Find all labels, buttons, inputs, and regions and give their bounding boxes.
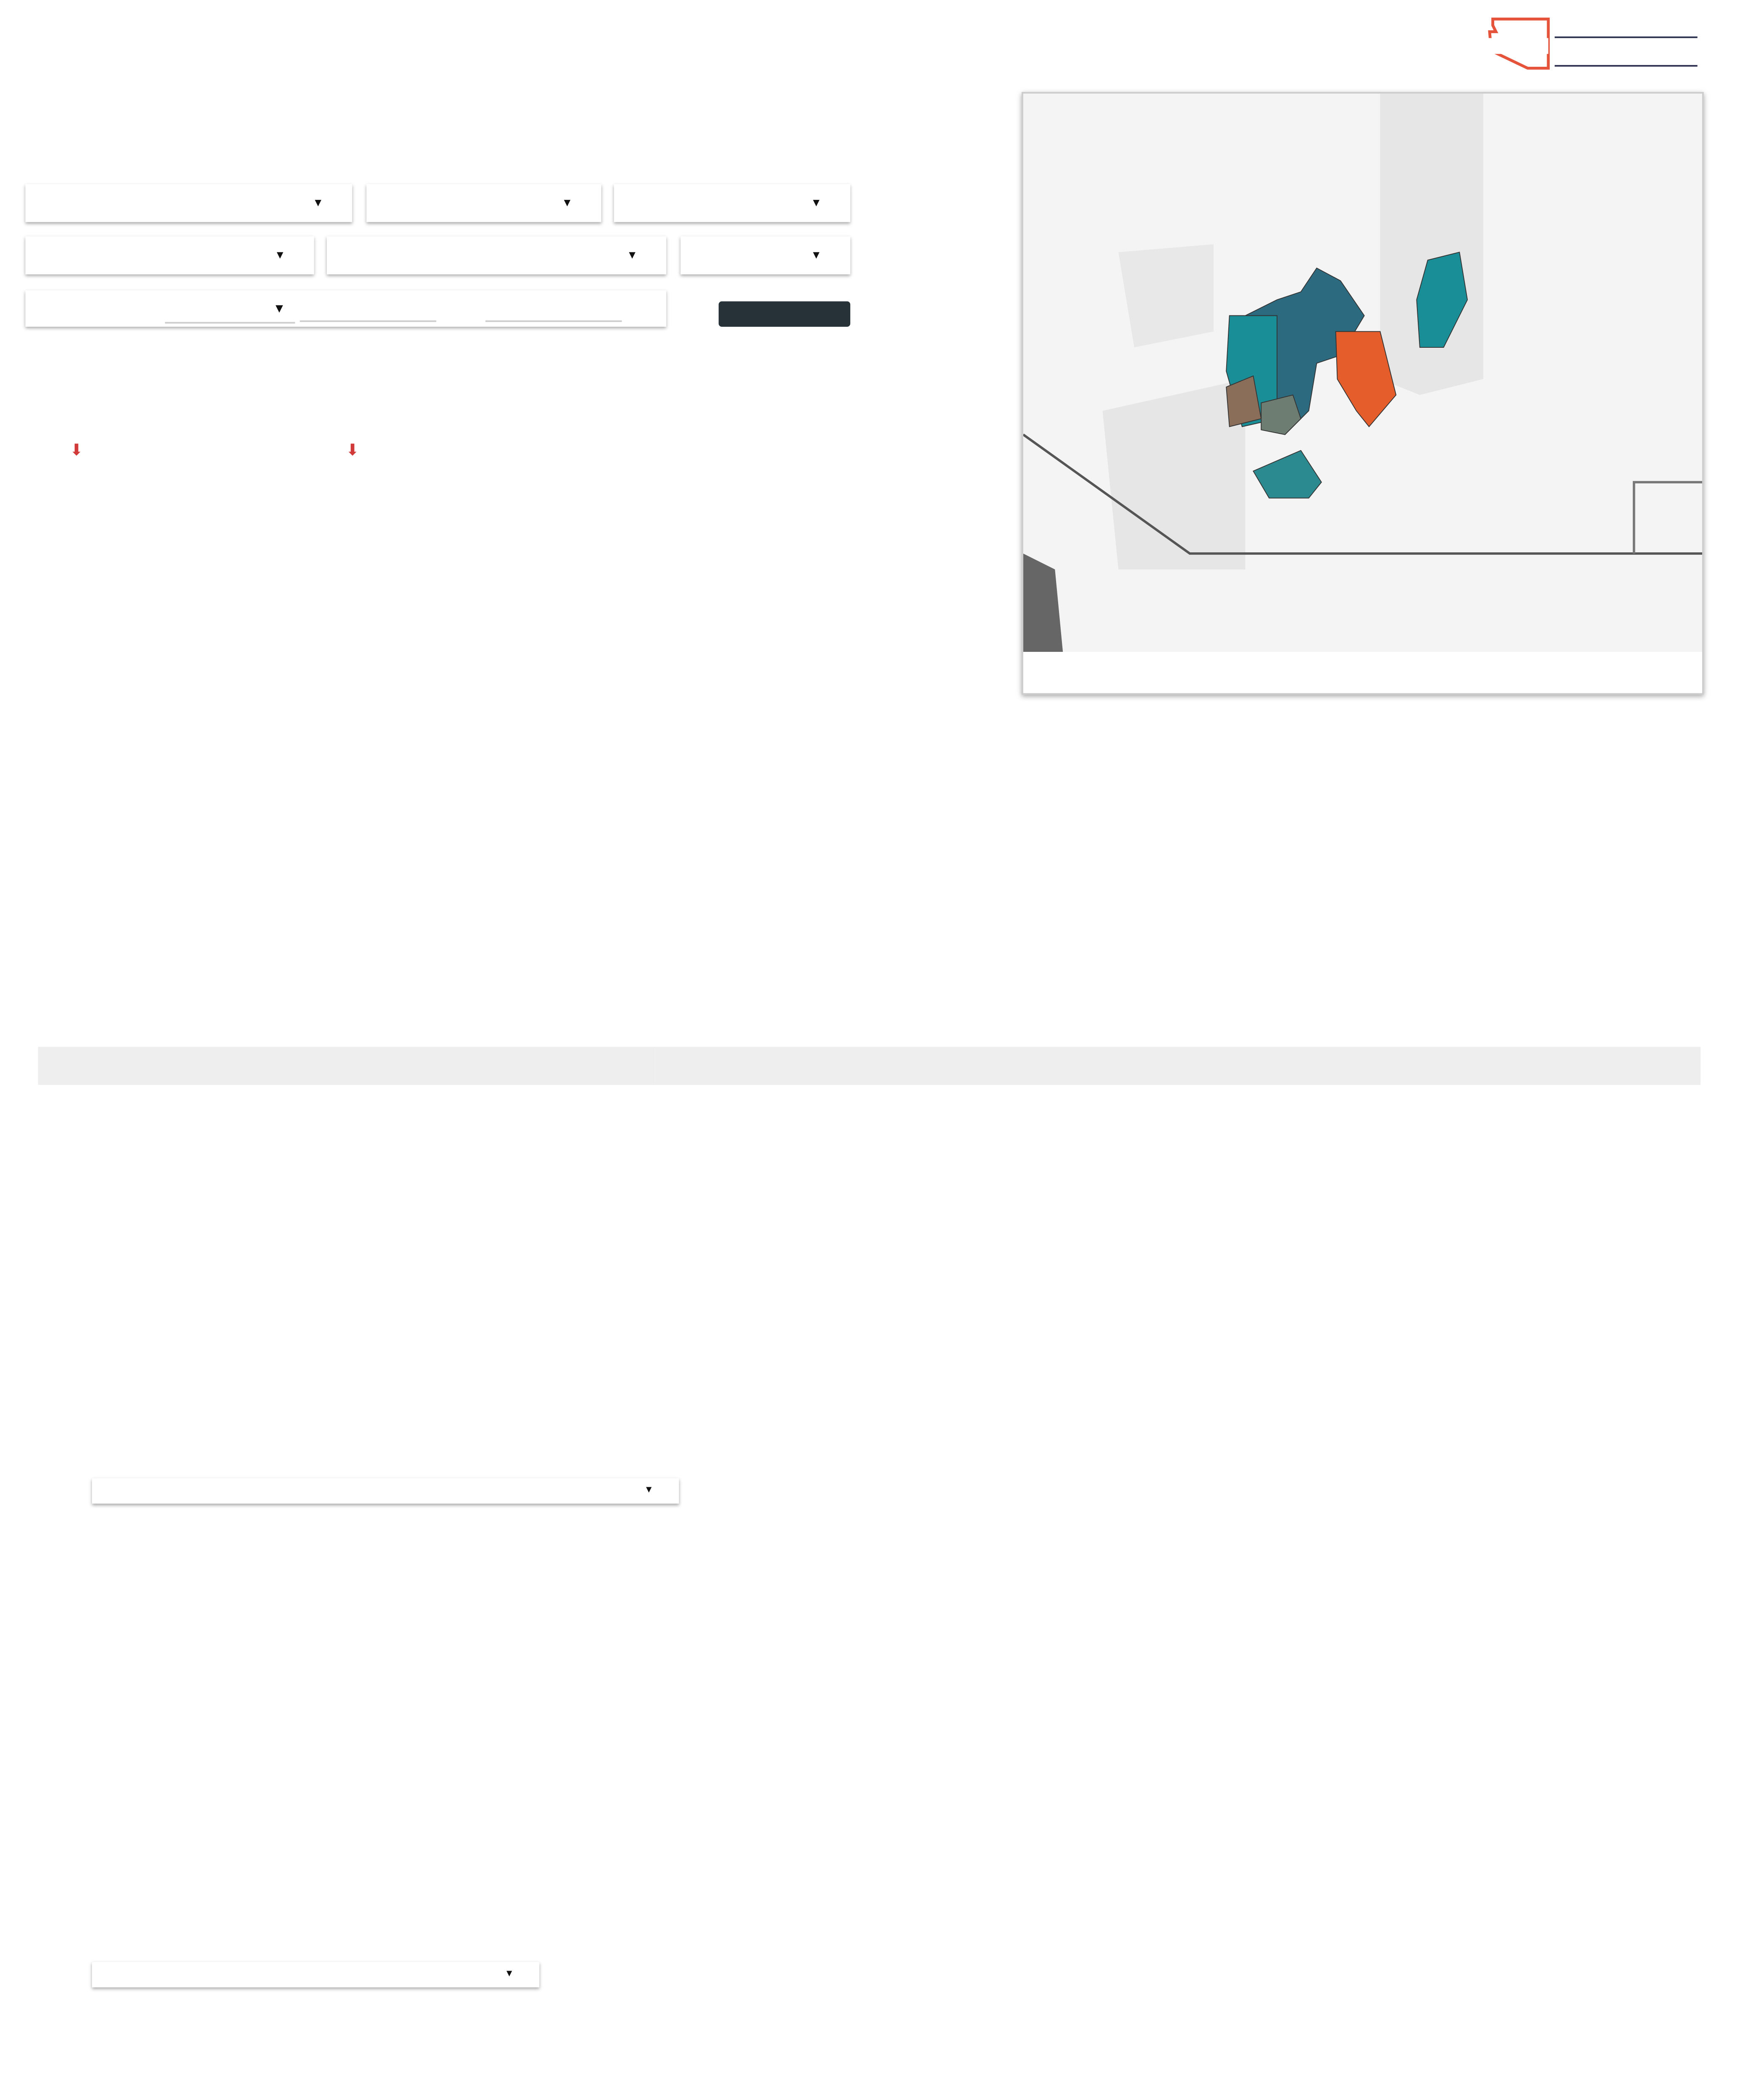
col-header[interactable] [1034, 1047, 1236, 1085]
kpi-change: ⬇ [70, 443, 83, 460]
down-arrow-icon: ⬇ [346, 442, 359, 460]
chevron-down-icon: ▼ [273, 301, 286, 316]
grand-total-row [38, 1345, 1701, 1370]
download-button[interactable] [718, 301, 851, 327]
kpi-leases: ⬇ [70, 443, 83, 460]
chevron-down-icon: ▼ [810, 197, 822, 209]
compare-price-ranges-dropdown[interactable]: ▼ [92, 1478, 679, 1504]
table-header-row [38, 1047, 1701, 1085]
price-range-operator-select[interactable]: ▼ [165, 294, 295, 324]
rental-price-map[interactable] [1022, 92, 1704, 695]
map-legend [1023, 652, 1703, 693]
map-region[interactable] [1335, 331, 1397, 428]
color-scale-gradient [1553, 660, 1647, 685]
bedrooms-chart [32, 638, 952, 955]
chevron-down-icon: ▼ [626, 249, 638, 261]
county-filter[interactable]: ▼ [25, 236, 314, 275]
max-price-input[interactable] [485, 293, 622, 322]
col-header[interactable] [655, 1047, 778, 1085]
zip-code-filter[interactable]: ▼ [614, 184, 851, 222]
col-header[interactable] [290, 1047, 655, 1085]
chevron-down-icon: ▼ [562, 197, 573, 209]
map-region[interactable] [1416, 252, 1468, 348]
col-header[interactable] [38, 1047, 291, 1085]
beds-filter[interactable]: ▼ [681, 236, 851, 275]
col-header[interactable] [894, 1047, 1035, 1085]
kpi-change: ⬇ [346, 443, 359, 460]
chevron-down-icon: ▼ [274, 249, 286, 261]
chevron-down-icon: ▼ [505, 1970, 514, 1979]
city-filter[interactable]: ▼ [366, 184, 602, 222]
chevron-down-icon: ▼ [810, 249, 822, 261]
region-filter[interactable]: ▼ [25, 184, 352, 222]
chevron-down-icon: ▼ [644, 1486, 654, 1496]
compare-beds-dropdown[interactable]: ▼ [92, 1962, 539, 1987]
type-filter[interactable]: ▼ [326, 236, 667, 275]
property-age-chart [1031, 753, 1706, 976]
col-header[interactable] [777, 1047, 895, 1085]
rental-price-chart [32, 1954, 1729, 2100]
chevron-down-icon: ▼ [313, 197, 324, 209]
map-region[interactable] [1261, 394, 1301, 435]
kpi-volume: ⬇ [346, 443, 359, 460]
price-range-filter: ▼ [25, 290, 667, 327]
down-arrow-icon: ⬇ [70, 442, 83, 460]
min-price-input[interactable] [300, 293, 436, 322]
map-canvas[interactable] [1023, 93, 1703, 652]
price-range-table [38, 1047, 1701, 1085]
map-region[interactable] [1253, 450, 1322, 499]
mlssaz-logo [1486, 16, 1700, 73]
arizona-outline-icon [1488, 17, 1550, 70]
col-header[interactable] [1235, 1047, 1701, 1085]
dom-chart [32, 1483, 1729, 1872]
